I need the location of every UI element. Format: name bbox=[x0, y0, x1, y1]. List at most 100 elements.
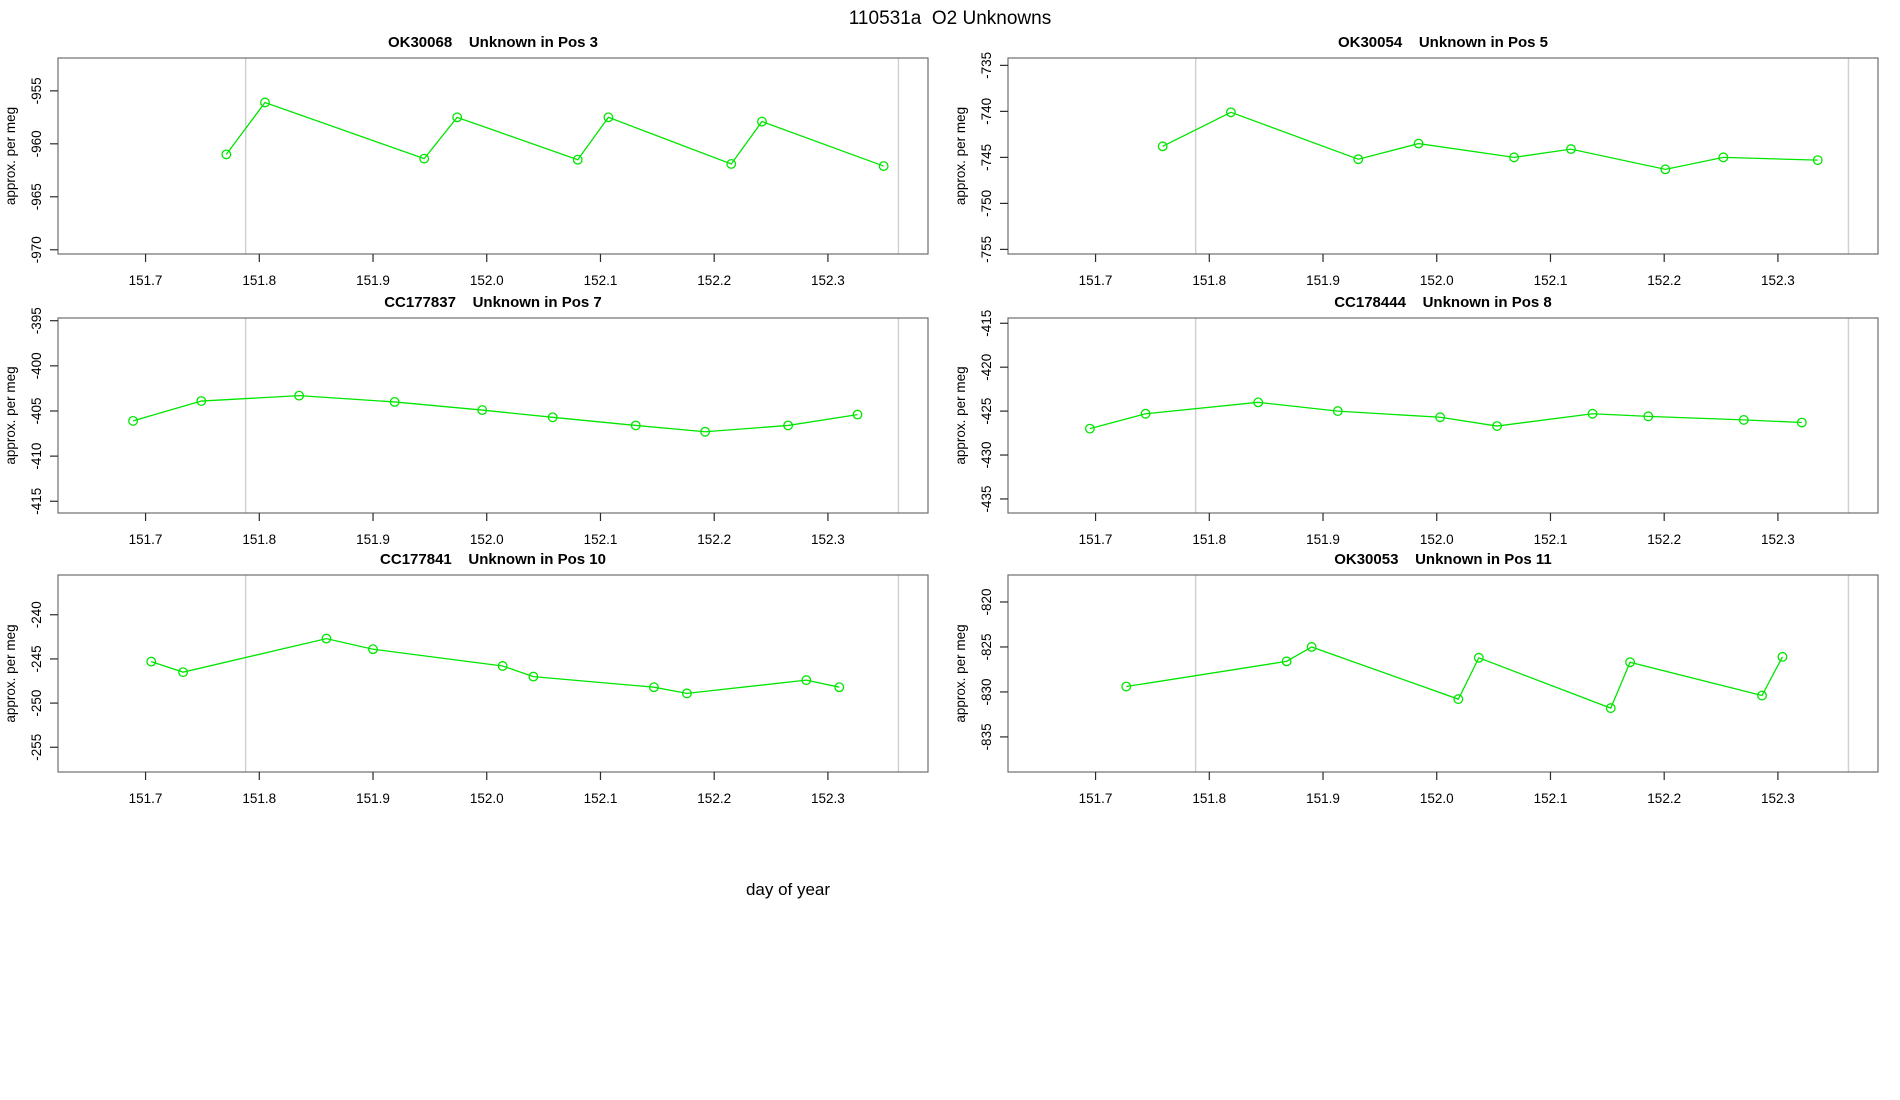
series-line bbox=[1126, 646, 1784, 709]
x-tick-label: 152.3 bbox=[811, 791, 845, 806]
panel-title: CC178444 Unknown in Pos 8 bbox=[1334, 294, 1552, 311]
x-tick-label: 152.0 bbox=[1420, 532, 1454, 547]
x-tick-label: 152.1 bbox=[584, 273, 618, 288]
data-point bbox=[757, 116, 767, 127]
series-line bbox=[1089, 401, 1802, 430]
y-tick-label: -435 bbox=[979, 485, 994, 512]
x-tick-label: 152.0 bbox=[470, 791, 504, 806]
x-tick-label: 152.0 bbox=[470, 532, 504, 547]
data-point bbox=[700, 426, 711, 437]
y-tick-label: -395 bbox=[29, 307, 44, 334]
data-point bbox=[497, 661, 508, 671]
y-axis-label: approx. per meg bbox=[953, 366, 968, 464]
x-tick-label: 152.3 bbox=[811, 532, 845, 547]
data-point bbox=[1121, 681, 1132, 692]
y-tick-label: -835 bbox=[979, 723, 994, 750]
data-point bbox=[648, 682, 659, 693]
x-tick-label: 152.2 bbox=[1647, 273, 1681, 288]
y-tick-label: -405 bbox=[29, 397, 44, 424]
y-tick-label: -745 bbox=[979, 144, 994, 171]
data-point bbox=[452, 112, 463, 123]
y-tick-label: -400 bbox=[29, 352, 44, 379]
data-point bbox=[1605, 703, 1616, 714]
data-point bbox=[630, 420, 641, 431]
panel-box bbox=[57, 57, 929, 255]
data-point bbox=[1332, 406, 1343, 417]
x-tick-label: 152.3 bbox=[1761, 532, 1795, 547]
y-tick-label: -255 bbox=[29, 734, 44, 761]
data-point bbox=[878, 161, 889, 172]
x-tick-label: 151.9 bbox=[1306, 532, 1340, 547]
data-point bbox=[477, 405, 488, 416]
data-point bbox=[221, 149, 232, 160]
x-tick-label: 152.0 bbox=[1420, 273, 1454, 288]
x-tick-label: 151.9 bbox=[356, 532, 390, 547]
data-point bbox=[1660, 164, 1671, 175]
x-tick-label: 151.8 bbox=[1192, 273, 1226, 288]
x-tick-label: 151.9 bbox=[1306, 791, 1340, 806]
data-point bbox=[834, 682, 845, 693]
x-tick-label: 151.8 bbox=[1192, 532, 1226, 547]
data-point bbox=[1812, 155, 1823, 166]
series-line bbox=[151, 637, 840, 695]
x-tick-label: 152.2 bbox=[697, 791, 731, 806]
x-tick-label: 152.0 bbox=[1420, 791, 1454, 806]
panel-title: CC177841 Unknown in Pos 10 bbox=[380, 551, 606, 568]
x-tick-label: 151.7 bbox=[129, 273, 163, 288]
x-tick-label: 151.8 bbox=[242, 273, 276, 288]
data-point bbox=[726, 158, 737, 169]
data-point bbox=[1084, 423, 1095, 434]
x-tick-label: 152.0 bbox=[470, 273, 504, 288]
x-tick-label: 151.7 bbox=[129, 791, 163, 806]
data-point bbox=[260, 97, 270, 108]
data-point bbox=[146, 656, 157, 667]
data-point bbox=[294, 390, 305, 401]
data-point bbox=[528, 671, 539, 682]
x-tick-label: 152.1 bbox=[1534, 273, 1568, 288]
y-tick-label: -245 bbox=[29, 645, 44, 672]
x-tick-label: 152.1 bbox=[584, 532, 618, 547]
data-point bbox=[1306, 642, 1317, 652]
data-point bbox=[1157, 141, 1168, 152]
panel-box bbox=[1007, 57, 1879, 255]
y-axis-label: approx. per meg bbox=[3, 366, 18, 464]
data-point bbox=[1738, 414, 1749, 425]
data-point bbox=[1757, 690, 1767, 701]
y-tick-label: -240 bbox=[29, 601, 44, 628]
x-tick-label: 152.3 bbox=[1761, 791, 1795, 806]
data-point bbox=[321, 633, 332, 644]
y-tick-label: -250 bbox=[29, 690, 44, 717]
y-axis-label: approx. per meg bbox=[3, 107, 18, 205]
y-tick-label: -750 bbox=[979, 190, 994, 217]
y-tick-label: -425 bbox=[979, 398, 994, 425]
y-tick-label: -755 bbox=[979, 236, 994, 263]
y-tick-label: -430 bbox=[979, 442, 994, 469]
data-point bbox=[1718, 152, 1729, 163]
y-tick-label: -415 bbox=[979, 310, 994, 337]
x-tick-label: 151.9 bbox=[356, 273, 390, 288]
x-tick-label: 152.2 bbox=[1647, 532, 1681, 547]
data-point bbox=[419, 153, 430, 164]
x-tick-label: 151.9 bbox=[356, 791, 390, 806]
data-point bbox=[1225, 107, 1236, 118]
x-axis-outer-label: day of year bbox=[745, 880, 831, 899]
x-tick-label: 152.1 bbox=[1534, 532, 1568, 547]
data-point bbox=[389, 397, 400, 407]
panel-title: CC177837 Unknown in Pos 7 bbox=[384, 294, 602, 311]
y-tick-label: -410 bbox=[29, 443, 44, 470]
y-tick-label: -415 bbox=[29, 488, 44, 515]
y-tick-label: -735 bbox=[979, 52, 994, 79]
data-point bbox=[1140, 408, 1151, 419]
data-point bbox=[196, 396, 207, 407]
data-point bbox=[603, 112, 614, 123]
data-point bbox=[1453, 694, 1464, 705]
y-tick-label: -830 bbox=[979, 678, 994, 705]
y-tick-label: -965 bbox=[29, 183, 44, 210]
y-tick-label: -955 bbox=[29, 77, 44, 104]
x-tick-label: 151.8 bbox=[1192, 791, 1226, 806]
y-tick-label: -825 bbox=[979, 633, 994, 660]
data-point bbox=[178, 667, 189, 678]
x-tick-label: 152.1 bbox=[1534, 791, 1568, 806]
page-title: 110531a O2 Unknowns bbox=[848, 8, 1052, 29]
